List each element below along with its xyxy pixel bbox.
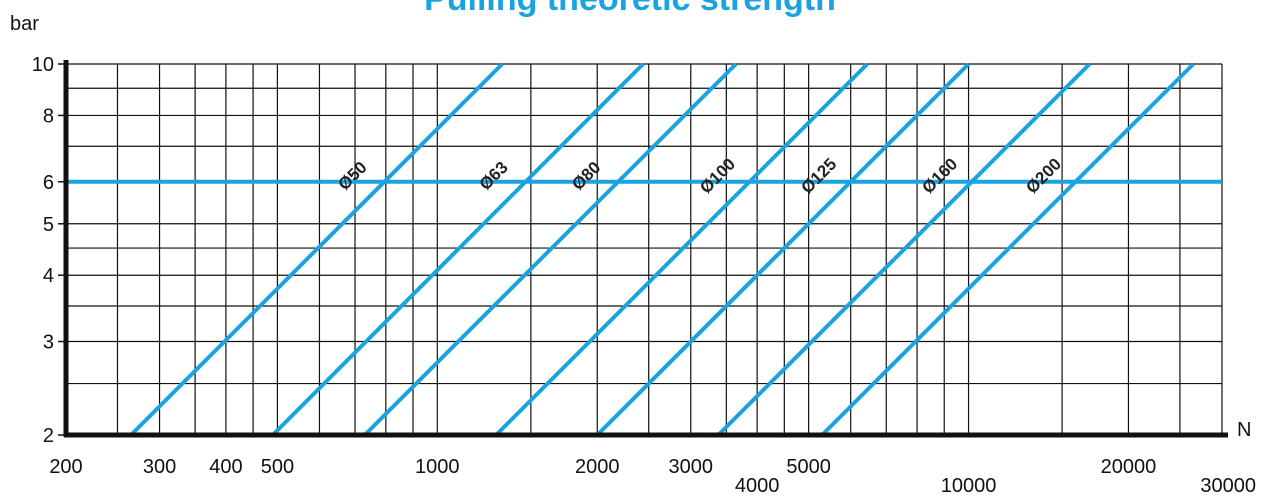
y-tick-label: 4 bbox=[43, 265, 54, 287]
y-tick-label: 10 bbox=[32, 54, 54, 76]
series-group: Ø50 Ø63 Ø80 Ø100 Ø125 Ø160 Ø200 bbox=[129, 62, 1195, 437]
y-axis-unit-label: bar bbox=[10, 13, 39, 35]
series-line bbox=[820, 62, 1195, 437]
series-line bbox=[271, 62, 645, 437]
chart-title: Pulling theoretic strength bbox=[424, 0, 836, 18]
y-tick-label: 3 bbox=[43, 332, 54, 354]
series-line bbox=[129, 62, 504, 437]
x-axis-unit-label: N bbox=[1237, 419, 1251, 441]
x-tick-label: 10000 bbox=[941, 475, 997, 497]
x-tick-label: 400 bbox=[209, 456, 242, 478]
grid bbox=[66, 63, 1223, 435]
x-tick-label: 200 bbox=[49, 456, 82, 478]
axes bbox=[63, 60, 1228, 438]
series-label: Ø100 bbox=[696, 154, 739, 197]
series-label: Ø125 bbox=[797, 154, 840, 197]
x-tick-label: 300 bbox=[143, 456, 176, 478]
y-tick-label: 6 bbox=[43, 172, 54, 194]
series-label: Ø200 bbox=[1022, 154, 1065, 197]
series-label: Ø50 bbox=[334, 158, 370, 194]
x-tick-label: 20000 bbox=[1101, 456, 1157, 478]
series-label: Ø80 bbox=[568, 158, 604, 194]
y-tick-label: 5 bbox=[43, 214, 54, 236]
series-line bbox=[494, 62, 869, 437]
x-tick-label: 2000 bbox=[575, 456, 620, 478]
series-line bbox=[363, 62, 738, 437]
x-tick-label: 3000 bbox=[669, 456, 714, 478]
tick-labels: 2 3 4 5 6 8 10 200 300 400 500 1000 2000 3000 4000 5000… bbox=[32, 54, 1256, 497]
x-tick-label: 5000 bbox=[786, 456, 831, 478]
y-tick-label: 8 bbox=[43, 105, 54, 127]
series-label: Ø63 bbox=[476, 158, 512, 194]
series-line bbox=[716, 62, 1092, 437]
x-tick-label: 1000 bbox=[415, 456, 460, 478]
x-tick-label: 4000 bbox=[735, 475, 780, 497]
series-label: Ø160 bbox=[918, 154, 961, 197]
x-tick-label: 500 bbox=[261, 456, 294, 478]
y-tick-label: 2 bbox=[43, 425, 54, 447]
series-line bbox=[595, 62, 970, 437]
x-tick-label: 30000 bbox=[1200, 475, 1256, 497]
